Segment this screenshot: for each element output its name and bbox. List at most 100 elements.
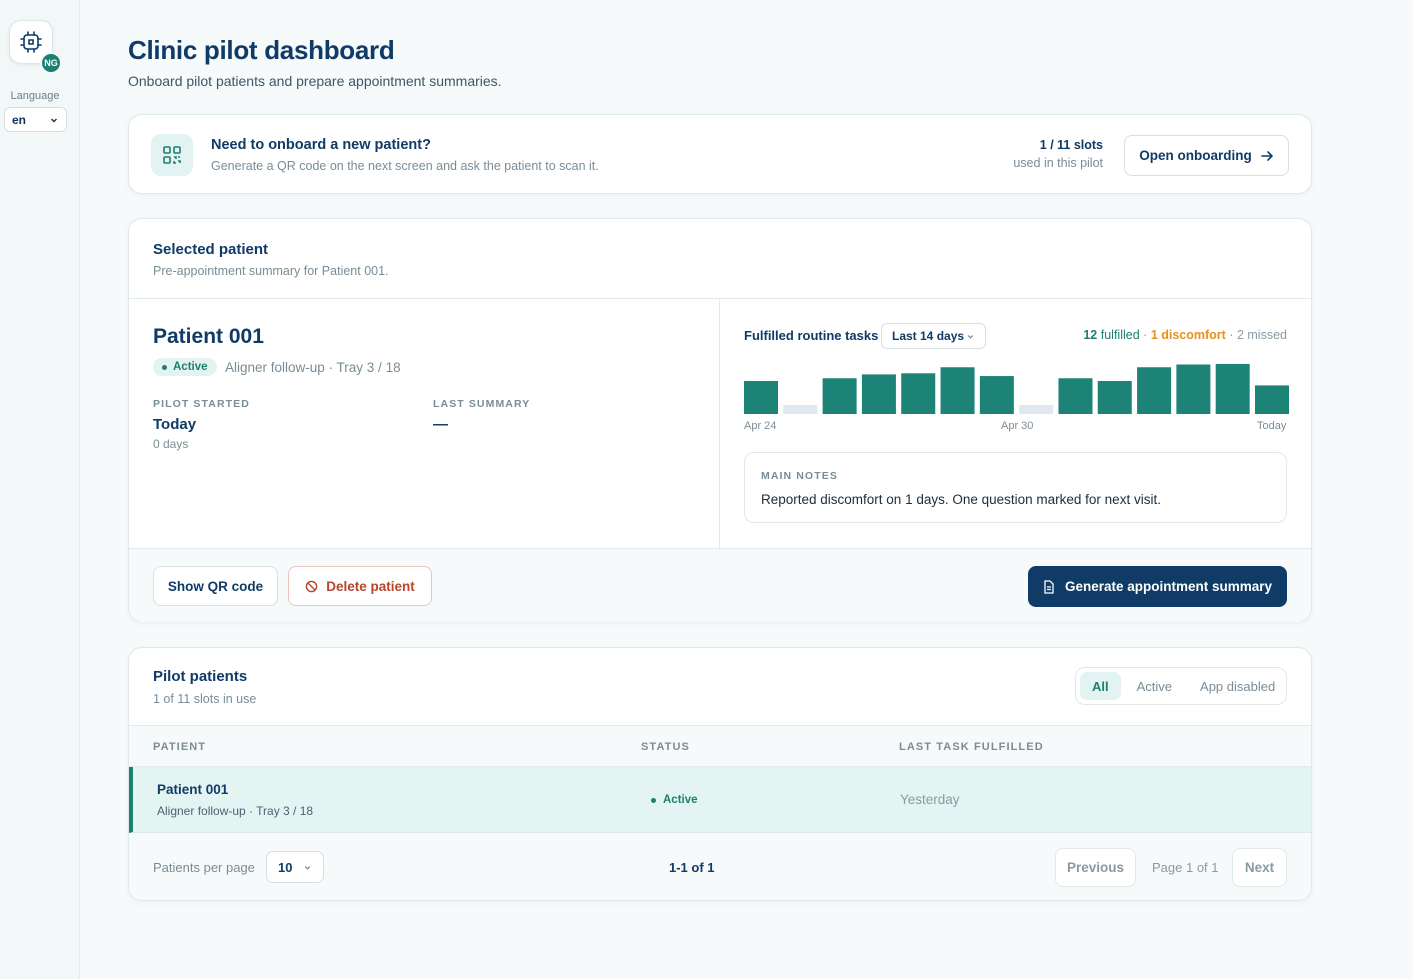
app-logo[interactable]	[9, 20, 53, 64]
chart-bar-may-5	[1176, 364, 1211, 414]
next-page-label: Next	[1244, 860, 1275, 875]
selected-patient-title: Selected patient	[153, 241, 269, 258]
pagination-range: 1-1 of 1	[669, 860, 715, 875]
pilot-patients-card: Pilot patients 1 of 11 slots in use All …	[128, 647, 1312, 901]
page-subtitle: Onboard pilot patients and prepare appoi…	[128, 73, 502, 89]
next-page-button[interactable]: Next	[1232, 848, 1287, 887]
main-notes: MAIN NOTES Reported discomfort on 1 days…	[744, 452, 1287, 523]
chevron-down-icon	[304, 865, 311, 870]
row-status: Active	[651, 794, 698, 806]
column-last-task[interactable]: LAST TASK FULFILLED	[899, 741, 1044, 753]
slots-caption: used in this pilot	[1013, 156, 1103, 170]
qr-code-icon	[163, 146, 181, 164]
open-onboarding-button[interactable]: Open onboarding	[1124, 135, 1289, 176]
sidebar: NG Language en	[0, 0, 80, 979]
main-notes-text: Reported discomfort on 1 days. One quest…	[761, 492, 1161, 507]
generate-summary-button[interactable]: Generate appointment summary	[1028, 566, 1287, 607]
selected-patient-actions: Show QR code Delete patient Generate app…	[129, 548, 1311, 622]
selected-patient-subtitle: Pre-appointment summary for Patient 001.	[153, 264, 389, 278]
pagination-bar: Patients per page 10 1-1 of 1 Previous P…	[129, 833, 1311, 900]
table-row[interactable]: Patient 001 Aligner follow-up · Tray 3 /…	[129, 767, 1311, 833]
chart-bar-may-2	[1058, 378, 1093, 414]
pilot-patients-subtitle: 1 of 11 slots in use	[153, 692, 257, 706]
filter-app-disabled[interactable]: App disabled	[1200, 678, 1276, 694]
pilot-started-value: Today	[153, 416, 197, 433]
chart-bar-may-1	[1019, 405, 1054, 414]
language-label: Language	[10, 90, 60, 102]
fulfilled-count: 12	[1083, 328, 1098, 342]
qr-tile	[151, 134, 193, 176]
delete-patient-label: Delete patient	[326, 578, 415, 594]
discomfort-count: 1 discomfort	[1150, 328, 1226, 342]
arrow-right-icon	[1260, 150, 1273, 161]
pilot-patients-title: Pilot patients	[153, 668, 248, 685]
patient-filter: All Active App disabled	[1075, 667, 1287, 705]
show-qr-code-label: Show QR code	[167, 578, 264, 594]
slots-value: 1 / 11 slots	[1039, 138, 1103, 152]
show-qr-code-button[interactable]: Show QR code	[153, 566, 278, 606]
chart-bar-apr-30	[979, 376, 1014, 414]
per-page-value: 10	[278, 859, 293, 875]
table-header: PATIENT STATUS LAST TASK FULFILLED	[129, 725, 1311, 767]
tick-label-end: Today	[1257, 420, 1287, 432]
chart-bar-apr-24	[744, 381, 779, 414]
filter-active[interactable]: Active	[1136, 678, 1173, 694]
onboarding-card: Need to onboard a new patient? Generate …	[128, 114, 1312, 194]
tick-label-start: Apr 24	[744, 420, 777, 432]
per-page-label: Patients per page	[153, 860, 255, 875]
per-page-select[interactable]: 10	[266, 851, 324, 883]
column-patient[interactable]: PATIENT	[153, 741, 207, 753]
selected-patient-card: Selected patient Pre-appointment summary…	[128, 218, 1312, 622]
row-patient-name: Patient 001	[157, 782, 229, 797]
chart-bar-apr-29	[940, 367, 975, 414]
status-badge: Active	[153, 358, 217, 376]
row-patient-treatment: Aligner follow-up · Tray 3 / 18	[157, 804, 314, 818]
onboarding-description: Generate a QR code on the next screen an…	[211, 159, 599, 173]
chevron-down-icon	[51, 118, 57, 122]
chart-bar-apr-26	[822, 378, 857, 414]
patient-name: Patient 001	[153, 325, 264, 348]
chevron-down-icon	[967, 334, 974, 339]
chart-bar-apr-25	[783, 405, 818, 414]
delete-patient-button[interactable]: Delete patient	[288, 566, 432, 606]
tick-label-mid: Apr 30	[1001, 420, 1034, 432]
range-value: Last 14 days	[892, 329, 965, 343]
divider-vertical	[719, 298, 720, 548]
onboarding-title: Need to onboard a new patient?	[211, 137, 431, 153]
language-select[interactable]: en	[4, 107, 67, 132]
task-stats: 12 fulfilled · 1 discomfort · 2 missed	[1083, 328, 1287, 342]
row-last-task: Yesterday	[900, 792, 960, 807]
pilot-started-label: PILOT STARTED	[153, 398, 250, 410]
pilot-started-detail: 0 days	[153, 437, 189, 451]
divider	[129, 298, 1311, 299]
stats-separator: ·	[1229, 328, 1234, 342]
language-value: en	[12, 112, 27, 127]
chart-bar-today	[1254, 385, 1289, 414]
last-summary-value: —	[433, 416, 448, 433]
status-badge-label: Active	[173, 361, 208, 373]
document-icon	[1044, 579, 1054, 594]
previous-page-button[interactable]: Previous	[1055, 848, 1136, 887]
chart-title: Fulfilled routine tasks	[744, 328, 879, 343]
fulfilled-label: fulfilled	[1100, 328, 1140, 342]
patient-treatment: Aligner follow-up · Tray 3 / 18	[225, 360, 401, 375]
slots-usage: 1 / 11 slots used in this pilot	[1013, 138, 1103, 170]
chart-bar-apr-28	[901, 373, 936, 414]
stats-separator: ·	[1143, 328, 1148, 342]
filter-all[interactable]: All	[1080, 672, 1121, 700]
generate-summary-label: Generate appointment summary	[1064, 579, 1273, 594]
chart-bar-may-3	[1097, 381, 1132, 414]
page-title: Clinic pilot dashboard	[128, 35, 395, 65]
range-select[interactable]: Last 14 days	[881, 323, 986, 349]
main-notes-label: MAIN NOTES	[761, 470, 838, 482]
avatar[interactable]: NG	[40, 52, 62, 74]
last-summary-label: LAST SUMMARY	[433, 398, 531, 410]
previous-page-label: Previous	[1066, 860, 1125, 875]
column-status[interactable]: STATUS	[641, 741, 690, 753]
page-info: Page 1 of 1	[1152, 860, 1219, 875]
open-onboarding-label: Open onboarding	[1139, 148, 1252, 163]
avatar-initials: NG	[44, 58, 58, 68]
chart-bar-may-4	[1137, 367, 1172, 414]
row-status-label: Active	[663, 794, 698, 806]
missed-count: 2 missed	[1236, 328, 1287, 342]
